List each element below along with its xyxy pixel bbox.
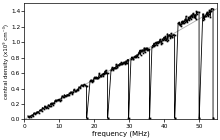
Y-axis label: central density (x10⁹ cm⁻³): central density (x10⁹ cm⁻³) xyxy=(4,24,9,99)
X-axis label: frequency (MHz): frequency (MHz) xyxy=(92,130,149,136)
